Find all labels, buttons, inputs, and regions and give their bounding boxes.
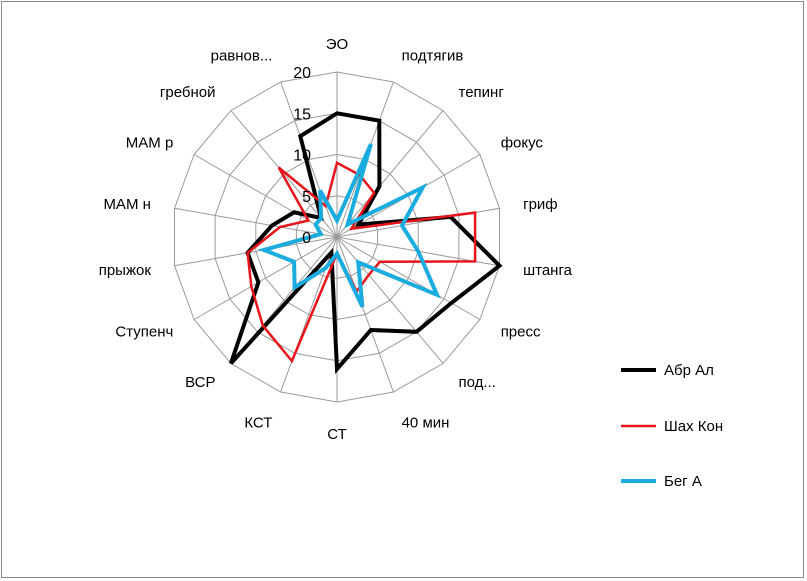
- category-label-1: подтягив: [402, 47, 464, 64]
- spoke-17: [280, 81, 338, 238]
- legend: Абр Ал Шах Кон Бег А: [621, 362, 723, 490]
- category-label-6: пресс: [501, 324, 541, 341]
- spoke-15: [193, 154, 338, 238]
- category-label-14: МАМ н: [103, 196, 150, 213]
- category-label-0: ЭО: [326, 36, 348, 53]
- tick-label-15: 15: [293, 106, 311, 123]
- tick-label-10: 10: [293, 148, 311, 165]
- legend-label-0: Абр Ал: [664, 362, 714, 379]
- tick-label-5: 5: [302, 189, 311, 206]
- spoke-7: [336, 236, 444, 364]
- category-label-13: прыжок: [99, 262, 152, 279]
- category-label-12: Ступенч: [115, 324, 173, 341]
- category-label-4: гриф: [523, 196, 558, 213]
- spoke-14: [174, 207, 338, 238]
- spoke-2: [336, 110, 444, 238]
- category-label-5: штанга: [523, 262, 573, 279]
- legend-label-1: Шах Кон: [664, 418, 723, 435]
- category-label-17: равнов...: [211, 47, 273, 64]
- spoke-13: [174, 236, 338, 267]
- category-label-8: 40 мин: [402, 415, 450, 432]
- legend-label-2: Бег А: [664, 473, 702, 490]
- radar-series: [229, 111, 503, 375]
- radar-categories: ЭО подтягив тепинг фокус гриф штанга пресс под.…: [99, 36, 573, 443]
- category-label-11: ВСР: [185, 374, 215, 391]
- tick-label-0: 0: [302, 230, 311, 247]
- spoke-12: [193, 236, 338, 320]
- category-label-9: СТ: [327, 426, 347, 443]
- spoke-8: [336, 236, 394, 393]
- category-label-7: под...: [459, 374, 496, 391]
- series-2-line: [257, 143, 441, 308]
- radar-ticks: 0 5 10 15 20: [293, 65, 311, 247]
- tick-label-20: 20: [293, 65, 311, 82]
- category-label-10: КСТ: [244, 415, 272, 432]
- category-label-3: фокус: [501, 135, 544, 152]
- category-label-2: тепинг: [459, 84, 505, 101]
- category-label-16: гребной: [160, 84, 216, 101]
- series-0-line: [229, 111, 503, 375]
- category-label-15: МАМ р: [126, 135, 174, 152]
- spoke-6: [336, 236, 481, 320]
